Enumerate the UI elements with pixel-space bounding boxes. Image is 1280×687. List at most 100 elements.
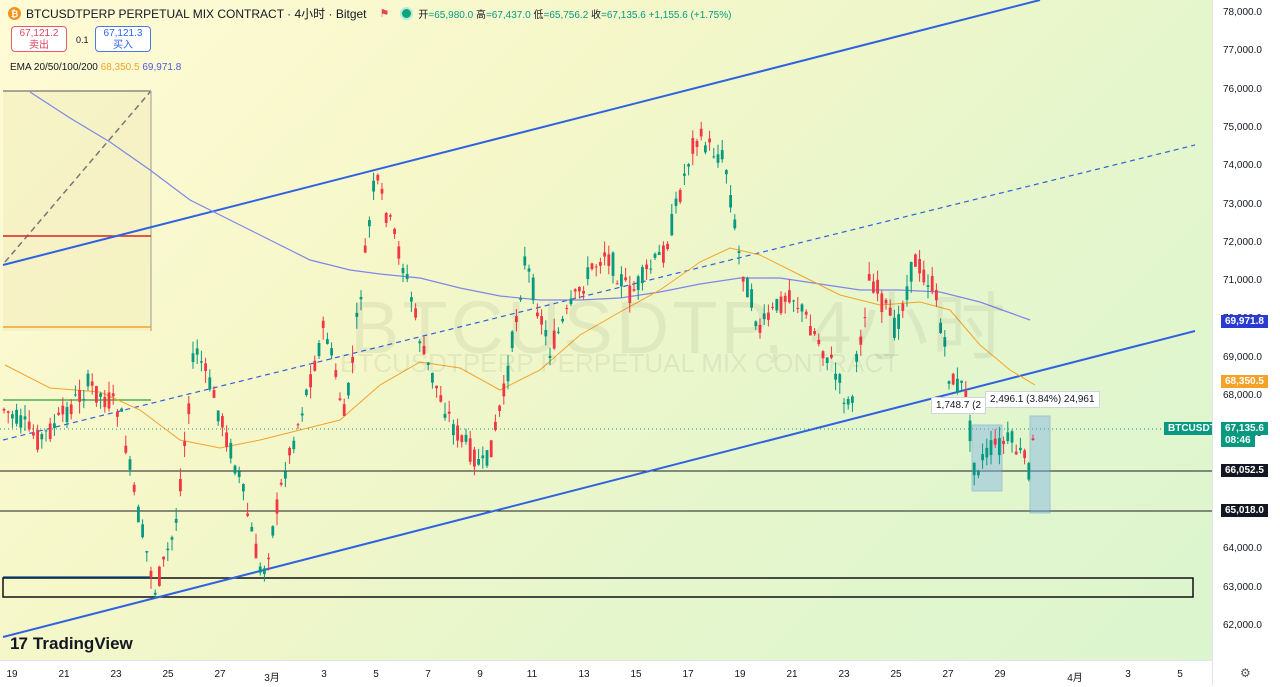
candle-body [893, 317, 896, 338]
candle-body [704, 145, 707, 153]
time-tick: 5 [1177, 669, 1183, 680]
candle-body [792, 300, 795, 302]
price-tick: 74,000.0 [1223, 160, 1262, 172]
symbol-title[interactable]: BTCUSDTPERP PERPETUAL MIX CONTRACT · 4小时… [26, 7, 367, 21]
candle-body [405, 273, 409, 280]
candle-body [691, 138, 695, 154]
flag-icon[interactable]: ⚑ [379, 8, 390, 20]
candle-body [951, 373, 955, 385]
candle-body [132, 484, 136, 492]
candle-body [284, 471, 287, 479]
sell-button[interactable]: 67,121.2 卖出 [11, 26, 67, 52]
candle-body [557, 331, 560, 333]
candle-body [779, 296, 783, 314]
tradingview-logo-icon: 17 [10, 634, 28, 653]
candle-body [27, 421, 31, 430]
candle-body [229, 442, 233, 459]
candle-body [170, 537, 174, 540]
candle-body [65, 407, 69, 423]
buy-button[interactable]: 67,121.3 买入 [95, 26, 151, 52]
time-tick: 5 [373, 669, 379, 680]
candle-body [321, 320, 325, 328]
ema-legend[interactable]: EMA 20/50/100/200 68,350.5 69,971.8 [10, 62, 181, 73]
time-tick: 21 [786, 669, 798, 680]
candle-body [439, 395, 443, 402]
candle-body [397, 246, 401, 259]
candle-body [11, 414, 14, 419]
candle-body [821, 351, 825, 359]
candle-body [771, 306, 774, 308]
price-axis[interactable]: 78,000.0 77,000.0 76,000.0 75,000.0 74,000.0… [1212, 0, 1280, 686]
candle-body [174, 518, 178, 523]
candle-body [237, 471, 241, 478]
ema-100-line [4, 247, 1036, 449]
candle-body [636, 276, 640, 291]
candle-body [552, 330, 556, 349]
candle-body [607, 254, 611, 266]
candle-body [523, 256, 527, 266]
price-tick: 72,000.0 [1223, 236, 1262, 248]
candle-body [179, 479, 182, 492]
candle-body [313, 360, 317, 371]
tradingview-logo-text: TradingView [32, 634, 133, 653]
candle-body [834, 373, 837, 380]
candle-body [90, 381, 94, 386]
chart-canvas[interactable] [0, 0, 1212, 660]
channel-lower-line [2, 330, 1196, 638]
tradingview-logo[interactable]: 17 TradingView [10, 634, 133, 654]
candle-body [258, 566, 262, 573]
chart-area[interactable]: BTCUSDTP, 4小时 BTCUSDTPERP PERPETUAL MIX … [0, 0, 1212, 660]
candle-body [750, 289, 753, 308]
candle-body [103, 397, 107, 408]
demand-zone-rect [2, 577, 1194, 598]
level-price-label-1: 66,052.5 [1221, 464, 1268, 477]
candle-body [888, 307, 892, 316]
candle-body [153, 592, 157, 595]
candle-body [561, 318, 564, 322]
ema-value-1: 68,350.5 [100, 62, 140, 73]
candle-body [838, 374, 842, 383]
candle-body [271, 526, 275, 536]
measure-box-2 [1029, 415, 1051, 514]
candle-body [485, 450, 489, 466]
candle-body [775, 299, 779, 311]
candle-body [733, 219, 737, 229]
candle-body [746, 278, 749, 298]
candle-body [977, 471, 980, 476]
candle-body [149, 570, 153, 578]
candle-body [683, 173, 686, 176]
time-axis[interactable]: 19 21 23 25 27 3月 3 5 7 9 11 13 15 17 19 21 23 25 27 29 4月 3 5 [0, 660, 1212, 687]
candle-body [61, 405, 65, 415]
measure-label-1: 1,748.7 (2 [931, 397, 987, 414]
time-tick: 9 [477, 669, 483, 680]
candle-body [296, 424, 300, 426]
candle-body [922, 269, 926, 283]
candle-body [880, 293, 884, 313]
candle-body [578, 287, 581, 292]
market-status-icon[interactable] [400, 7, 414, 20]
candle-body [355, 312, 359, 317]
candle-body [590, 263, 594, 270]
channel-upper-line [2, 0, 1041, 266]
candle-body [6, 411, 10, 413]
candle-body [716, 154, 720, 163]
settings-gear-icon[interactable]: ⚙ [1240, 666, 1251, 680]
candle-body [859, 336, 863, 345]
candle-body [1014, 451, 1018, 455]
symbol-watermark: BTCUSDTP, 4小时 [350, 286, 1009, 369]
candle-body [599, 262, 602, 266]
date-range-zone [3, 91, 151, 331]
candle-body [502, 383, 506, 397]
candle-body [82, 398, 86, 401]
price-tick: 77,000.0 [1223, 45, 1262, 57]
countdown-label: 08:46 [1221, 434, 1255, 447]
candle-body [195, 348, 199, 355]
candle-body [515, 316, 518, 323]
candle-body [876, 279, 879, 294]
candle-body [137, 506, 140, 523]
time-tick: 25 [162, 669, 174, 680]
candle-body [737, 251, 741, 254]
candle-body [586, 267, 590, 279]
contract-watermark: BTCUSDTPERP PERPETUAL MIX CONTRACT [340, 348, 900, 378]
candle-body [817, 339, 821, 345]
